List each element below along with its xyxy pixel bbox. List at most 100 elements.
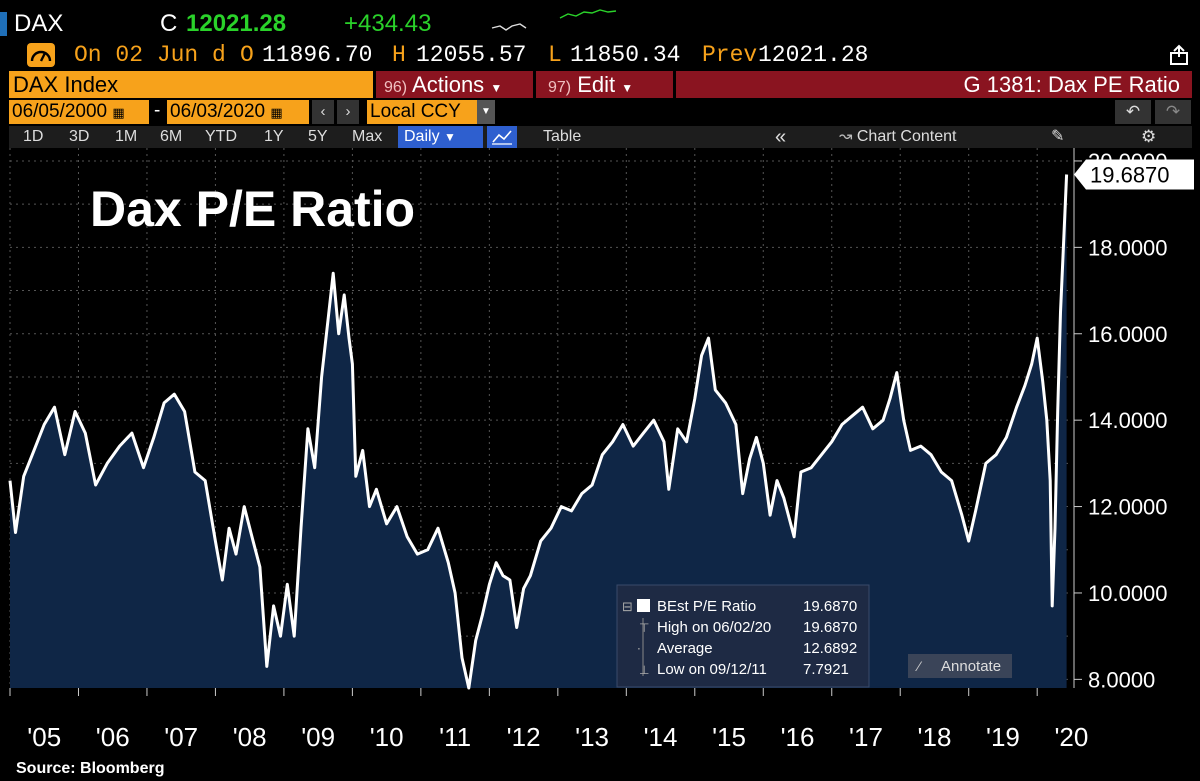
calendar-icon[interactable]: ▦ bbox=[270, 105, 283, 120]
edit-chart-icon[interactable]: ✎ bbox=[1051, 128, 1065, 145]
quote-header: DAX C 12021.28 +434.43 bbox=[0, 4, 1200, 38]
x-tick-label: '05 bbox=[27, 722, 61, 752]
x-axis-ticks: '05 '06 '07 '08 '09 '10 '11 '12 '13 '14 '15 '16 '17 '… bbox=[9, 688, 1088, 752]
x-tick-label: '09 bbox=[301, 722, 335, 752]
chevron-down-icon: ▼ bbox=[477, 100, 495, 124]
table-view[interactable]: Table bbox=[543, 128, 582, 145]
legend-average-value: 12.6892 bbox=[803, 640, 857, 657]
range-3d[interactable]: 3D bbox=[69, 128, 90, 145]
edit-label: Edit bbox=[577, 72, 616, 97]
legend-series-value: 19.6870 bbox=[803, 598, 857, 615]
x-tick-label: '18 bbox=[918, 722, 952, 752]
range-1y[interactable]: 1Y bbox=[264, 128, 284, 145]
redo-button[interactable]: ↷ bbox=[1155, 100, 1191, 124]
source-note: Source: Bloomberg bbox=[16, 760, 165, 777]
currency-select[interactable]: Local CCY ▼ bbox=[367, 100, 495, 124]
export-icon[interactable] bbox=[1168, 44, 1190, 66]
redo-icon: ↷ bbox=[1165, 102, 1181, 121]
chevron-down-icon: ▼ bbox=[621, 81, 634, 95]
x-tick-label: '10 bbox=[370, 722, 404, 752]
end-date-field[interactable]: 06/03/2020 ▦ bbox=[167, 100, 309, 124]
prev-label: Prev bbox=[702, 42, 758, 68]
quote-detail-row: On 02 Jun d O 11896.70 H 12055.57 L 1185… bbox=[0, 38, 1200, 70]
prev-value: 12021.28 bbox=[758, 42, 869, 68]
function-title-bar: G 1381: Dax PE Ratio bbox=[676, 71, 1192, 98]
date-range-bar: 06/05/2000 ▦ - 06/03/2020 ▦ ‹ › Local CC… bbox=[9, 100, 1192, 124]
period-value: Daily bbox=[404, 128, 440, 145]
high-icon: ⊤ bbox=[639, 621, 649, 635]
start-date-field[interactable]: 06/05/2000 ▦ bbox=[9, 100, 149, 124]
gauge-icon[interactable] bbox=[26, 42, 56, 68]
x-tick-label: '07 bbox=[164, 722, 198, 752]
last-value-label: 19.6870 bbox=[1090, 162, 1170, 187]
last-value-tag bbox=[1074, 159, 1194, 190]
y-tick-label: 12.0000 bbox=[1088, 495, 1168, 520]
pe-ratio-area bbox=[10, 174, 1067, 688]
legend-average-label: Average bbox=[657, 640, 713, 657]
average-icon: ⋅ bbox=[637, 642, 641, 656]
start-date: 06/05/2000 bbox=[12, 101, 108, 122]
x-tick-label: '14 bbox=[644, 722, 678, 752]
x-tick-label: '12 bbox=[507, 722, 541, 752]
line-chart-button[interactable] bbox=[487, 126, 517, 148]
range-max[interactable]: Max bbox=[352, 128, 383, 145]
currency-value: Local CCY bbox=[370, 101, 461, 122]
pencil-icon: ⁄ bbox=[915, 658, 923, 674]
calendar-icon[interactable]: ▦ bbox=[112, 105, 125, 120]
y-tick-label: 8.0000 bbox=[1088, 667, 1155, 692]
security-name: DAX Index bbox=[13, 72, 119, 97]
y-tick-label: 18.0000 bbox=[1088, 235, 1168, 260]
range-ytd[interactable]: YTD bbox=[205, 128, 237, 145]
quote-date: On 02 Jun d bbox=[74, 42, 226, 68]
y-tick-label: 16.0000 bbox=[1088, 322, 1168, 347]
edit-menu[interactable]: 97) Edit ▼ bbox=[536, 71, 673, 98]
prev-period-button[interactable]: ‹ bbox=[312, 100, 334, 124]
x-tick-label: '11 bbox=[439, 722, 471, 752]
gear-icon[interactable]: ⚙ bbox=[1141, 127, 1157, 146]
collapse-legend-icon[interactable]: ⊟ bbox=[622, 599, 633, 614]
next-period-button[interactable]: › bbox=[337, 100, 359, 124]
series-swatch bbox=[637, 599, 650, 612]
chart-content-icon: ↝ bbox=[839, 128, 853, 145]
range-5y[interactable]: 5Y bbox=[308, 128, 328, 145]
y-tick-label: 14.0000 bbox=[1088, 408, 1168, 433]
pe-ratio-line bbox=[8, 174, 1069, 690]
open-value: 11896.70 bbox=[262, 42, 373, 68]
last-value-marker: 19.6870 bbox=[1074, 159, 1194, 190]
range-1d[interactable]: 1D bbox=[23, 128, 44, 145]
security-marker bbox=[0, 12, 7, 36]
undo-button[interactable]: ↶ bbox=[1115, 100, 1151, 124]
annotate-button[interactable] bbox=[908, 654, 1012, 678]
security-field[interactable]: DAX Index bbox=[9, 71, 373, 98]
ticker[interactable]: DAX bbox=[14, 10, 64, 37]
collapse-icon[interactable]: « bbox=[775, 126, 787, 148]
x-tick-label: '13 bbox=[575, 722, 609, 752]
legend: ⊟ BEst P/E Ratio 19.6870 ⊤ High on 06/02… bbox=[616, 584, 1012, 688]
end-date: 06/03/2020 bbox=[170, 101, 266, 122]
x-tick-label: '16 bbox=[781, 722, 815, 752]
function-toolbar: DAX Index 96) Actions ▼ 97) Edit ▼ G 138… bbox=[9, 71, 1192, 98]
low-icon: ⊥ bbox=[639, 663, 649, 677]
actions-menu[interactable]: 96) Actions ▼ bbox=[376, 71, 533, 98]
high-label: H bbox=[392, 42, 406, 68]
high-value: 12055.57 bbox=[416, 42, 527, 68]
range-6m[interactable]: 6M bbox=[160, 128, 183, 145]
annotate-label: Annotate bbox=[941, 658, 1001, 675]
chart-content-button[interactable]: ↝ Chart Content bbox=[839, 126, 956, 148]
function-title: G 1381: Dax PE Ratio bbox=[963, 72, 1180, 97]
open-label: O bbox=[240, 42, 254, 68]
y-tick-label: 10.0000 bbox=[1088, 581, 1168, 606]
chevron-right-icon: › bbox=[345, 103, 351, 120]
period-select[interactable]: Daily ▼ bbox=[398, 126, 483, 148]
legend-series-name: BEst P/E Ratio bbox=[657, 598, 756, 615]
chevron-left-icon: ‹ bbox=[320, 103, 326, 120]
legend-high-value: 19.6870 bbox=[803, 619, 857, 636]
range-1m[interactable]: 1M bbox=[115, 128, 138, 145]
chart-content-label: Chart Content bbox=[856, 128, 957, 145]
legend-low-label: Low on 09/12/11 bbox=[657, 661, 767, 678]
x-tick-label: '19 bbox=[986, 722, 1020, 752]
pe-ratio-chart: 8.0000 10.0000 12.0000 14.0000 16.0000 18.000… bbox=[8, 148, 1194, 752]
actions-number: 96) bbox=[384, 79, 408, 96]
date-separator: - bbox=[154, 100, 161, 121]
legend-high-label: High on 06/02/20 bbox=[657, 619, 771, 636]
